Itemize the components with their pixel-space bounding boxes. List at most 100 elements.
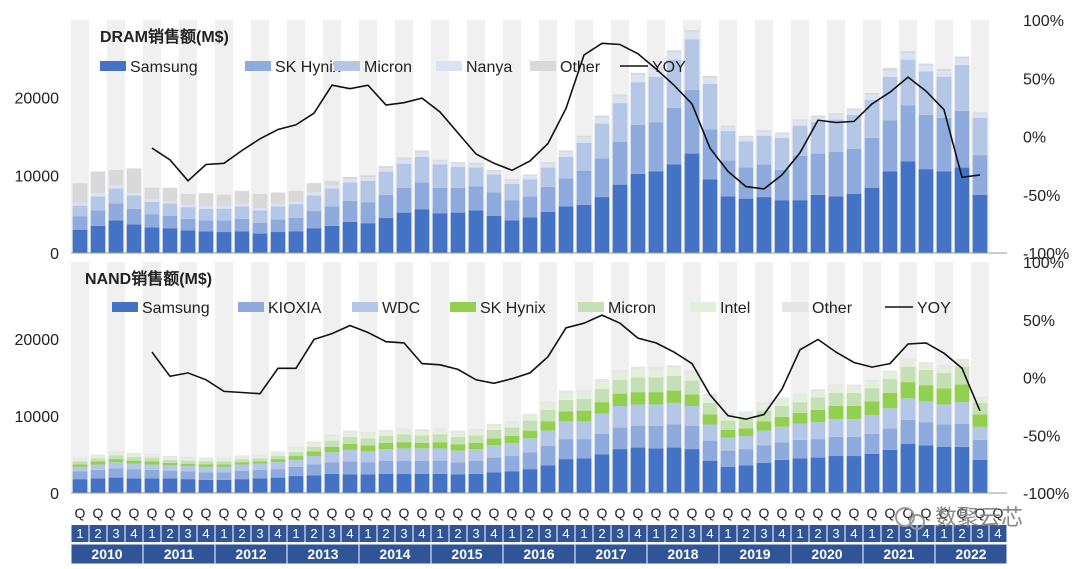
bar-samsung [486,215,502,253]
bar-kioxia [306,464,322,476]
bar-samsung [900,443,916,493]
year-label: 2010 [91,546,122,562]
bar-wdc [306,456,322,465]
bar-micron [918,71,934,115]
bar-samsung [324,225,340,253]
legend-label: SK Hynix [275,59,341,76]
quarter-number-bg [557,525,575,542]
bar-nanya [972,113,988,118]
bar-intel [756,404,772,411]
bar-kioxia [756,445,772,463]
bar-samsung [882,171,898,253]
bar-nanya [486,171,502,175]
y-tick-label: 10000 [15,409,60,426]
quarter-number-bg [89,525,107,542]
legend-label: Nanya [466,59,512,76]
bar-other [396,428,412,431]
bar-sk-hynix [162,215,178,229]
bar-other [90,454,106,457]
bar-micron [666,375,682,391]
bar-kioxia [612,427,628,450]
bar-samsung [972,459,988,493]
bar-kioxia [126,469,142,479]
quarter-letter: Q [687,505,698,521]
bar-micron [864,388,880,402]
bar-wdc [540,430,556,447]
bar-micron [468,167,484,187]
bar-wdc [126,463,142,470]
bar-sk-hynix [162,462,178,466]
bar-sk-hynix [306,451,322,457]
y-tick-label: 10000 [15,168,60,185]
bar-sk-hynix [828,152,844,197]
quarter-letter: Q [255,505,266,521]
bar-other [792,119,808,121]
quarter-number-bg [197,525,215,542]
bar-samsung [612,449,628,493]
bar-samsung [810,194,826,253]
bar-micron [936,76,952,118]
bar-sk-hynix [846,148,862,194]
quarter-number-bg [413,525,431,542]
bar-kioxia [864,433,880,454]
bar-micron [846,392,862,406]
bar-nanya [144,199,160,202]
bar-samsung [216,232,232,253]
bar-other [306,441,322,444]
bar-nanya [324,185,340,189]
bar-sk-hynix [576,410,592,422]
bar-micron [342,182,358,201]
quarter-number: 4 [850,526,857,541]
bar-other [936,365,952,368]
bar-kioxia [972,439,988,460]
quarter-letter: Q [327,505,338,521]
bar-samsung [180,479,196,493]
legend-swatch [578,302,604,312]
bar-other [576,389,592,393]
bar-wdc [630,404,646,427]
bar-samsung [540,465,556,493]
bar-sk-hynix [72,464,88,467]
bar-micron [144,201,160,215]
quarter-number-bg [539,525,557,542]
legend-label: Micron [608,300,656,317]
bar-sk-hynix [810,153,826,195]
bar-samsung [162,478,178,493]
legend-label: Samsung [142,300,210,317]
bar-sk-hynix [882,392,898,409]
bar-micron [288,452,304,457]
bar-other [540,162,556,164]
bar-sk-hynix [378,442,394,450]
bar-other [342,430,358,433]
quarter-number: 2 [598,526,605,541]
quarter-number-bg [683,525,701,542]
bar-intel [882,372,898,380]
quarter-number-bg [593,525,611,542]
bar-nanya [774,134,790,139]
bar-micron [144,457,160,462]
bar-intel [684,373,700,381]
bar-other [324,434,340,437]
bar-kioxia [504,456,520,472]
quarter-number-bg [323,525,341,542]
bar-other [162,456,178,458]
quarter-number: 2 [526,526,533,541]
quarter-number: 2 [886,526,893,541]
bar-micron [360,180,376,203]
bar-micron [774,138,790,170]
quarter-number: 3 [184,526,191,541]
bar-nanya [612,96,628,104]
bar-samsung [126,224,142,253]
bar-sk-hynix [936,388,952,405]
quarter-number-bg [143,525,161,542]
bar-micron [252,458,268,462]
year-label: 2013 [307,546,338,562]
bar-wdc [234,464,250,471]
bar-micron [900,59,916,106]
bar-samsung [252,233,268,253]
bar-micron [90,458,106,462]
bar-micron [738,141,754,168]
bar-intel [936,367,952,373]
bar-samsung [270,232,286,253]
bar-micron [198,208,214,221]
